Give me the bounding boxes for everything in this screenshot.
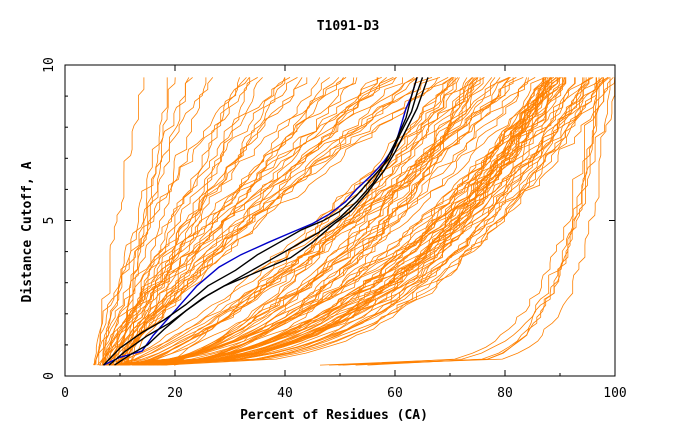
background-series-line <box>102 77 382 366</box>
background-series-line <box>94 77 291 366</box>
background-series-line <box>115 77 510 366</box>
x-axis-label: Percent of Residues (CA) <box>240 408 428 423</box>
background-series-line <box>120 77 452 366</box>
background-series-line <box>124 77 561 366</box>
background-series-line <box>121 77 536 366</box>
y-tick-label: 0 <box>42 372 57 380</box>
x-tick-label: 40 <box>277 386 293 401</box>
background-series-line <box>155 77 567 366</box>
background-series-line <box>122 77 419 366</box>
x-tick-label: 100 <box>603 386 626 401</box>
background-series-line <box>367 77 604 366</box>
background-series-line <box>163 77 476 366</box>
background-series-line <box>93 77 250 366</box>
background-series-line <box>145 77 479 366</box>
background-series-line <box>112 77 558 366</box>
background-series-line <box>342 77 604 366</box>
background-series-line <box>163 77 473 366</box>
background-series-group <box>93 77 616 366</box>
background-series-line <box>163 77 585 366</box>
background-series-line <box>116 77 330 366</box>
background-series-line <box>162 77 456 366</box>
background-series-line <box>140 77 550 366</box>
background-series-line <box>117 77 418 366</box>
background-series-line <box>111 77 558 366</box>
background-series-line <box>319 77 611 366</box>
background-series-line <box>148 77 552 366</box>
background-series-line <box>98 77 145 366</box>
background-series-line <box>133 77 459 366</box>
background-series-line <box>108 77 564 366</box>
background-series-line <box>151 77 563 366</box>
background-series-line <box>132 77 558 366</box>
background-series-line <box>105 77 247 366</box>
background-series-line <box>102 77 303 366</box>
background-series-line <box>115 77 387 366</box>
background-series-line <box>95 77 258 366</box>
y-axis-ticks: 0 5 10 <box>42 57 615 380</box>
background-series-line <box>136 77 496 366</box>
background-series-line <box>104 77 207 366</box>
y-tick-label: 10 <box>42 57 57 73</box>
background-series-line <box>130 77 397 366</box>
background-series-line <box>114 77 415 366</box>
background-series-line <box>156 77 609 366</box>
background-series-line <box>152 77 528 366</box>
background-series-line <box>173 77 454 366</box>
background-series-line <box>103 77 514 366</box>
x-tick-label: 60 <box>387 386 403 401</box>
background-series-line <box>102 77 566 366</box>
background-series-line <box>108 77 286 366</box>
background-series-line <box>126 77 168 366</box>
background-series-line <box>102 77 608 366</box>
background-series-line <box>102 77 286 366</box>
background-series-line <box>112 77 441 366</box>
x-tick-label: 20 <box>167 386 183 401</box>
background-series-line <box>329 77 615 366</box>
background-series-line <box>103 77 190 366</box>
model-black-2-line <box>102 77 424 366</box>
background-series-line <box>115 77 358 366</box>
background-series-line <box>118 77 478 366</box>
model-black-3-line <box>114 77 429 366</box>
background-series-line <box>164 77 549 366</box>
background-series-line <box>126 77 263 366</box>
background-series-line <box>133 77 511 366</box>
background-series-line <box>112 77 308 366</box>
x-tick-label: 0 <box>61 386 69 401</box>
background-series-line <box>93 77 379 366</box>
y-tick-label: 5 <box>42 217 57 225</box>
background-series-line <box>147 77 481 366</box>
background-series-line <box>105 77 547 366</box>
background-series-line <box>104 77 550 366</box>
x-tick-label: 80 <box>497 386 513 401</box>
background-series-line <box>137 77 511 366</box>
background-series-line <box>108 77 397 366</box>
background-series-line <box>122 77 501 366</box>
x-axis-ticks: 0 20 40 60 80 100 <box>61 65 627 401</box>
background-series-line <box>97 77 439 366</box>
background-series-line <box>105 77 587 366</box>
chart-title: T1091-D3 <box>317 19 380 34</box>
background-series-line <box>355 77 600 366</box>
background-series-line <box>102 77 193 366</box>
background-series-line <box>338 77 597 366</box>
background-series-line <box>128 77 524 366</box>
highlighted-series-group <box>102 77 429 366</box>
background-series-line <box>111 77 449 366</box>
y-axis-label: Distance Cutoff, A <box>20 161 35 302</box>
background-series-line <box>122 77 616 366</box>
background-series-line <box>110 77 485 366</box>
background-series-line <box>114 77 355 366</box>
model-black-1-line <box>108 77 418 366</box>
